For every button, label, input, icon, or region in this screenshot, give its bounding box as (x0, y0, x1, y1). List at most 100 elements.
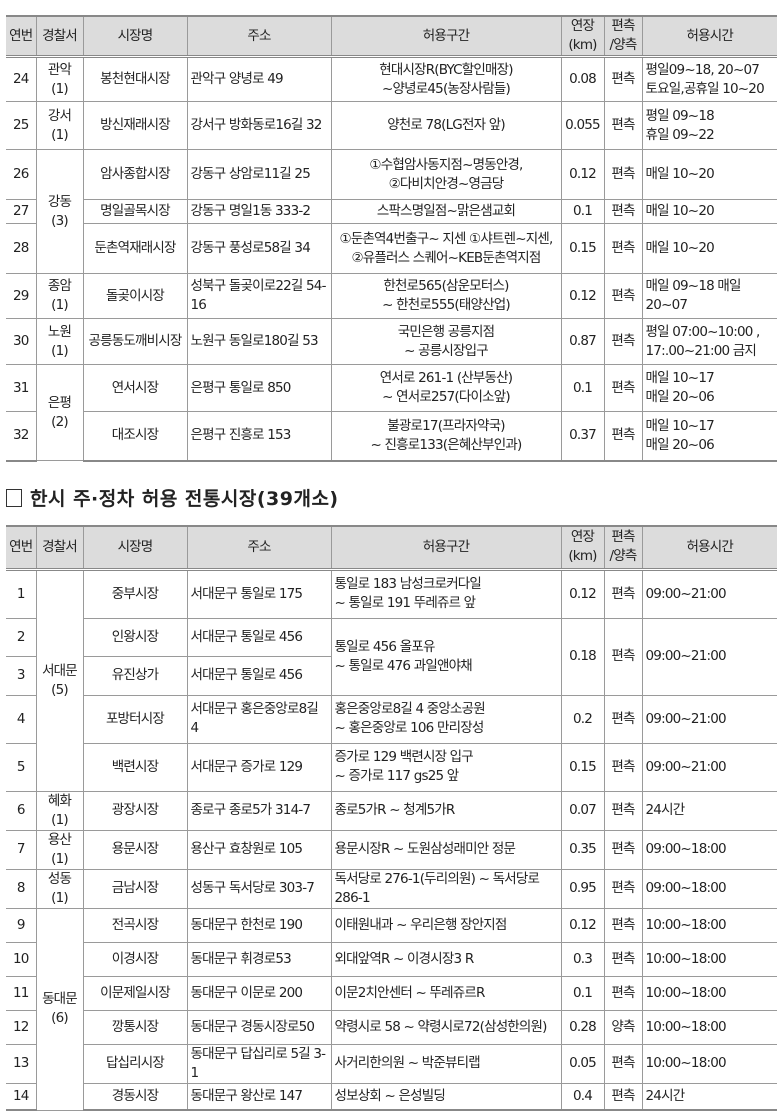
cell-side: 편측 (603, 56, 643, 102)
cell-section: 통일로 456 올포유 ~ 통일로 476 과일앤야채 (330, 617, 562, 696)
cell-length: 0.28 (560, 1009, 605, 1045)
cell-side: 편측 (603, 907, 643, 943)
cell-address: 서대문구 홍은중앙로8길 4 (186, 694, 332, 744)
cell-length: 0.07 (560, 790, 605, 831)
cell-address: 서대문구 증가로 129 (186, 742, 332, 792)
cell-length: 0.4 (560, 1082, 605, 1111)
table-row: 31 은평 (2) 연서시장 은평구 통일로 850 연서로 261-1 (산부동산) … (6, 364, 777, 461)
cell-length: 0.05 (560, 1043, 605, 1084)
cell-section: 국민은행 공릉지점 ~ 공릉시장입구 (330, 318, 562, 365)
cell-police: 은평 (2) (35, 364, 84, 461)
cell-address: 동대문구 이문로 200 (186, 975, 332, 1011)
cell-side: 편측 (603, 975, 643, 1011)
cell-time: 09:00~21:00 (641, 694, 777, 744)
cell-market: 답십리시장 (82, 1043, 188, 1084)
cell-side: 편측 (603, 149, 643, 200)
cell-time: 평일 09~18 휴일 09~22 (641, 101, 777, 150)
table-row: 28 둔촌역재래시장 강동구 풍성로58길 34 ①둔촌역4번출구~ 지센 ①샤트렌~… (6, 223, 777, 274)
table-row: 14 경동시장 동대문구 왕산로 147 성보상회 ~ 은성빌딩 0.4 편측 24시간 (6, 1082, 777, 1111)
cell-address: 노원구 동일로180길 53 (186, 318, 332, 365)
cell-side: 편측 (603, 411, 643, 462)
cell-time: 평일09~18, 20~07 토요일,공휴일 10~20 (641, 56, 777, 102)
column-header: 허용구간 (330, 15, 562, 58)
checkbox-square-icon (6, 489, 22, 507)
table-row: 26 강동 (3) 암사종합시장 강동구 상암로11길 25 ①수협암사동지점~명동안경… (6, 149, 777, 274)
cell-section: 용문시장R ~ 도원삼성래미안 정문 (330, 829, 562, 870)
cell-market: 공릉동도깨비시장 (82, 318, 188, 365)
cell-police: 노원 (1) (35, 318, 84, 365)
column-header: 허용시간 (641, 525, 777, 571)
cell-market: 둔촌역재래시장 (82, 223, 188, 274)
cell-time: 매일 10~20 (641, 223, 777, 274)
cell-section: ①수협암사동지점~명동안경, ②다비치안경~영금당 (330, 149, 562, 200)
cell-address: 서대문구 통일로 175 (186, 568, 332, 619)
column-header: 시장명 (82, 525, 188, 571)
cell-length: 0.3 (560, 941, 605, 977)
column-header: 허용구간 (330, 525, 562, 571)
cell-length: 0.15 (560, 223, 605, 274)
cell-address: 동대문구 왕산로 147 (186, 1082, 332, 1111)
cell-time: 10:00~18:00 (641, 1009, 777, 1045)
cell-length: 0.95 (560, 868, 605, 909)
cell-no: 2 (6, 617, 37, 657)
cell-length: 0.87 (560, 318, 605, 365)
cell-section: 현대시장R(BYC할인매장) ~양녕로45(농장사람들) (330, 56, 562, 102)
cell-address: 은평구 진흥로 153 (186, 411, 332, 462)
cell-section: 증가로 129 백련시장 입구 ~ 증가로 117 gs25 앞 (330, 742, 562, 792)
market-table-2: 연번 경찰서 시장명 주소 허용구간 연장 (km) 편측 /양측 허용시간 1 서대문 (5) 중… (6, 525, 777, 1111)
cell-section: 불광로17(프라자약국) ~ 진흥로133(은혜산부인과) (330, 411, 562, 462)
cell-address: 서대문구 통일로 456 (186, 655, 331, 696)
cell-address: 관악구 양녕로 49 (186, 56, 332, 102)
section-title: 한시 주·정차 허용 전통시장(39개소) (6, 484, 339, 511)
cell-no: 5 (6, 742, 37, 792)
cell-police: 서대문 (5) (35, 568, 84, 792)
cell-no: 1 (6, 568, 37, 619)
cell-length: 0.08 (560, 56, 605, 102)
table-row: 5 백련시장 서대문구 증가로 129 증가로 129 백련시장 입구 ~ 증가로 1… (6, 742, 777, 792)
cell-side: 편측 (603, 318, 643, 365)
cell-no: 27 (6, 199, 37, 224)
table-row: 11 이문제일시장 동대문구 이문로 200 이문2치안센터 ~ 뚜레쥬르R 0.1 편측… (6, 975, 777, 1011)
cell-time: 10:00~18:00 (641, 975, 777, 1011)
cell-no: 31 (6, 364, 37, 412)
cell-no: 29 (6, 273, 37, 319)
cell-section: 통일로 183 남성크로커다일 ~ 통일로 191 뚜레쥬르 앞 (330, 568, 562, 619)
cell-time: 09:00~18:00 (641, 829, 777, 870)
column-header: 연장 (km) (560, 525, 605, 571)
cell-market: 이문제일시장 (82, 975, 188, 1011)
cell-address: 동대문구 경동시장로50 (186, 1009, 332, 1045)
cell-section: 이문2치안센터 ~ 뚜레쥬르R (330, 975, 562, 1011)
cell-address: 동대문구 답십리로 5길 3-1 (186, 1043, 332, 1084)
cell-market: 인왕시장 (82, 617, 188, 657)
cell-length: 0.15 (560, 742, 605, 792)
cell-length: 0.12 (560, 273, 605, 319)
cell-address: 강서구 방화동로16길 32 (186, 101, 332, 150)
column-header: 편측 /양측 (603, 525, 643, 571)
cell-market: 전곡시장 (82, 907, 188, 943)
table-row: 13 답십리시장 동대문구 답십리로 5길 3-1 사거리한의원 ~ 박준뷰티랩 0.0… (6, 1043, 777, 1084)
cell-time: 09:00~21:00 (641, 742, 777, 792)
cell-section: 홍은중앙로8길 4 중앙소공원 ~ 홍은중앙로 106 만리장성 (330, 694, 562, 744)
cell-no: 6 (6, 790, 37, 831)
cell-side: 편측 (603, 868, 643, 909)
column-header: 주소 (186, 525, 332, 571)
cell-time: 평일 07:00~10:00 , 17:.00~21:00 금지 (641, 318, 777, 365)
cell-no: 26 (6, 149, 37, 200)
cell-no: 32 (6, 411, 37, 462)
cell-no: 7 (6, 829, 37, 870)
cell-market: 돌곶이시장 (82, 273, 188, 319)
market-table-1: 연번 경찰서 시장명 주소 허용구간 연장 (km) 편측 /양측 허용시간 24 관악 (1) 봉… (6, 15, 777, 462)
cell-side: 편측 (603, 364, 643, 412)
cell-police: 관악 (1) (35, 56, 84, 102)
cell-market: 금남시장 (82, 868, 188, 909)
cell-section: 한천로565(삼운모터스) ~ 한천로555(태양산업) (330, 273, 562, 319)
column-header: 편측 /양측 (603, 15, 643, 58)
cell-side: 편측 (603, 273, 643, 319)
cell-section: 이태원내과 ~ 우리은행 장안지점 (330, 907, 562, 943)
cell-length: 0.37 (560, 411, 605, 462)
cell-section: 양천로 78(LG전자 앞) (330, 101, 562, 150)
cell-side: 편측 (603, 101, 643, 150)
cell-market: 암사종합시장 (82, 149, 188, 200)
cell-side: 편측 (603, 1082, 643, 1111)
cell-length: 0.2 (560, 694, 605, 744)
